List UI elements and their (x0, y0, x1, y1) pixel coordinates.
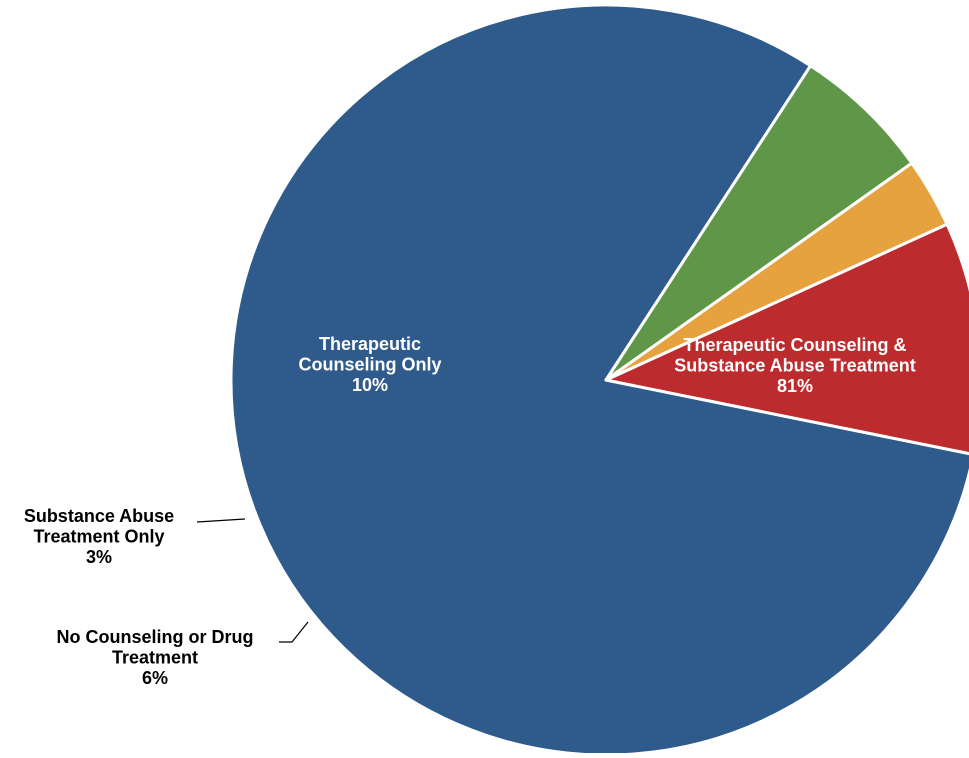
slice-category-label: Therapeutic (319, 334, 421, 354)
slice-label-therapeutic-counseling-substance-abuse-treatment: Therapeutic Counseling &Substance Abuse … (674, 335, 915, 396)
leader-line-substance-abuse-treatment-only (196, 518, 246, 523)
slice-category-label: Treatment Only (33, 527, 164, 547)
slice-percent-label: 81% (777, 376, 813, 396)
slice-category-label: Therapeutic Counseling & (683, 335, 906, 355)
slice-category-label: Substance Abuse (24, 506, 174, 526)
pie-slice-no-counseling-or-drug-treatment (604, 64, 914, 382)
pie-slice-therapeutic-counseling-only (604, 222, 969, 456)
slice-category-label: Substance Abuse Treatment (674, 356, 915, 376)
slice-category-label: Treatment (112, 648, 198, 668)
slice-percent-label: 10% (352, 375, 388, 395)
slice-percent-label: 6% (142, 668, 168, 688)
labels-layer: Therapeutic Counseling &Substance Abuse … (24, 334, 916, 688)
pie-slice-therapeutic-counseling-substance-abuse-treatment (229, 3, 969, 757)
slices-layer (229, 3, 969, 757)
leader-lines-layer (196, 518, 309, 643)
slice-percent-label: 3% (86, 547, 112, 567)
leader-line-no-counseling-or-drug-treatment (279, 621, 309, 643)
slice-category-label: No Counseling or Drug (57, 627, 254, 647)
slice-category-label: Counseling Only (298, 355, 441, 375)
